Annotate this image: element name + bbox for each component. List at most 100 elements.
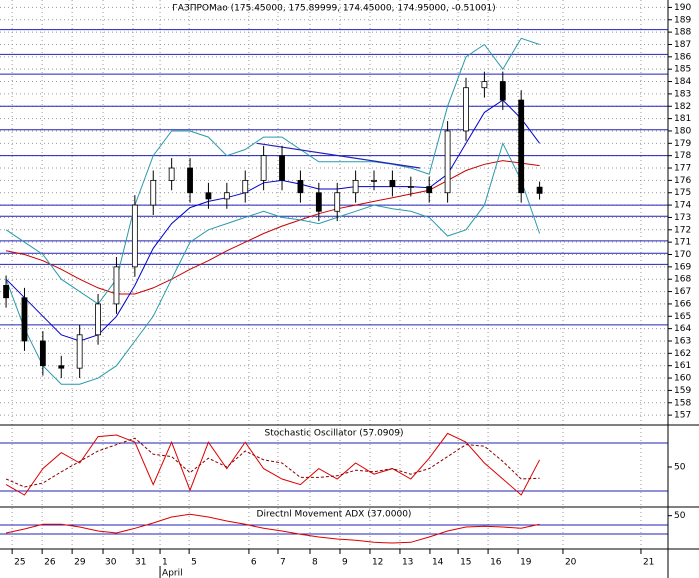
candle-body [536,186,543,194]
x-tick-label: 26 [44,558,56,568]
candle-body [444,130,451,194]
marks-layer [0,29,668,544]
x-tick-label: 20 [565,558,577,568]
candle-body [407,186,414,188]
candle-body [371,179,377,182]
candle-body [481,81,488,89]
candle-body [260,155,267,181]
candle-body [352,179,359,194]
x-tick-label: 5 [191,558,197,568]
x-tick-label: 29 [74,558,86,568]
candle-body [205,192,212,200]
x-tick-label: 19 [520,558,532,568]
x-tick-label: 21 [643,558,654,568]
panel-title: Directnl Movement ADX (37.0000) [257,510,412,520]
candle-body [279,155,285,181]
candle-body [113,266,120,305]
panel-title: ГАЗПРОМао (175.45000, 175.89999, 174.450… [172,4,495,14]
y-tick-label: 177 [674,164,691,174]
candle-body [95,303,101,336]
y-tick-label: 188 [674,28,691,38]
indicator-line [5,437,540,488]
y-tick-label: 158 [674,398,691,408]
x-tick-label: 7 [280,558,286,568]
y-tick-label: 163 [674,336,691,346]
x-tick-label: 1 [162,558,168,568]
candle-body [315,192,322,212]
candle-body [168,167,175,181]
y-tick-label: 185 [674,65,691,75]
month-label: April [162,569,183,578]
labels-layer: 1571581591601611621631641651661671681691… [14,3,691,578]
y-tick-label: 172 [674,225,691,235]
x-tick-label: 25 [14,558,25,568]
y-tick-label: 159 [674,386,691,396]
indicator-line [5,99,541,342]
y-tick-label: 187 [674,40,691,50]
candle-body [297,179,304,194]
trend-line [256,142,421,169]
y-tick-label: 186 [674,52,691,62]
y-tick-label: 189 [674,15,691,25]
candle-body [39,340,46,367]
y-tick-label: 164 [674,324,691,334]
candle-body [58,365,65,369]
y-tick-label: 180 [674,126,691,136]
candle-body [389,179,396,187]
indicator-line [5,141,541,385]
candle-body [334,192,341,212]
y-tick-label: 182 [674,102,691,112]
y-tick-label: 184 [674,77,691,87]
y-tick-label: 175 [674,188,691,198]
y-tick-label: 179 [674,139,691,149]
x-tick-label: 8 [312,558,318,568]
x-tick-label: 30 [105,558,117,568]
y-tick-label: 190 [674,3,691,13]
y-tick-label: 174 [674,201,691,211]
candle-body [426,186,433,194]
x-tick-label: 9 [342,558,348,568]
x-tick-label: 16 [490,558,502,568]
candle-body [187,167,193,194]
x-tick-label: 12 [372,558,383,568]
candle-body [223,192,230,200]
x-tick-label: 13 [402,558,413,568]
y-tick-label: 50 [674,511,686,521]
y-tick-label: 171 [674,238,691,248]
candle-body [463,87,469,132]
y-tick-label: 162 [674,349,691,359]
y-tick-label: 157 [674,411,691,421]
x-tick-label: 15 [460,558,471,568]
indicator-line [5,513,540,544]
y-tick-label: 169 [674,262,691,272]
candle-body [131,204,138,268]
candle-body [242,179,249,194]
y-tick-label: 170 [674,250,691,260]
y-tick-label: 178 [674,151,691,161]
candle-body [518,99,525,194]
candle-body [3,284,9,299]
y-tick-label: 166 [674,299,691,309]
x-tick-label: 6 [251,558,257,568]
candle-body [21,297,28,342]
x-tick-label: 31 [135,558,146,568]
y-tick-label: 50 [674,463,686,473]
indicator-line [5,432,541,496]
panel-title: Stochastic Oscillator (57.0909) [264,429,403,439]
candle-body [150,179,157,206]
y-tick-label: 173 [674,213,691,223]
y-tick-label: 167 [674,287,691,297]
y-tick-label: 181 [674,114,691,124]
y-tick-label: 168 [674,275,691,285]
y-tick-label: 160 [674,374,691,384]
grid-layer [0,0,672,578]
candle-body [499,81,506,101]
x-tick-label: 14 [432,558,444,568]
indicator-line [6,160,540,295]
candle-body [76,334,83,369]
y-tick-label: 165 [674,312,691,322]
indicator-line [5,37,540,305]
y-tick-label: 176 [674,176,691,186]
y-tick-label: 183 [674,89,691,99]
